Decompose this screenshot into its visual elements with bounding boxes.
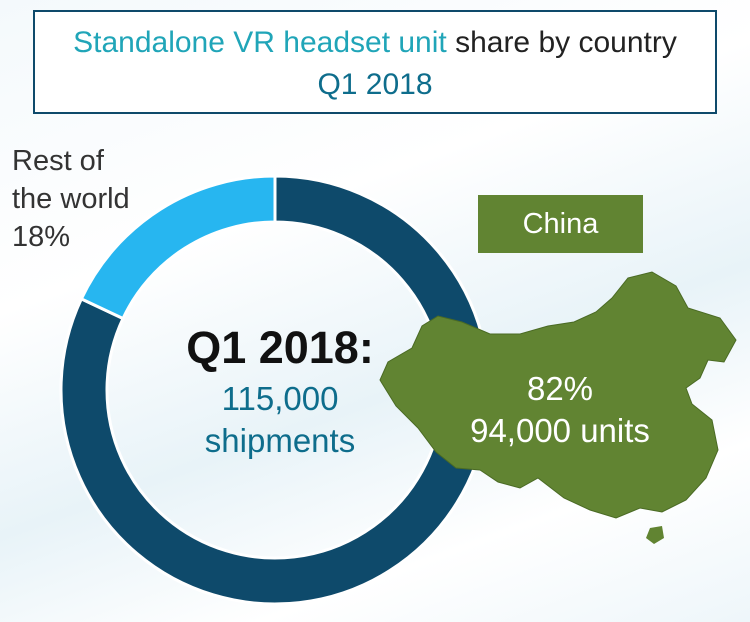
hainan-island-icon <box>646 526 664 544</box>
rest-label-line2: the world <box>12 183 130 215</box>
center-unit: shipments <box>204 422 356 459</box>
center-total: 115,000 <box>221 380 339 417</box>
china-map-icon <box>379 271 737 519</box>
china-units-label: 94,000 units <box>470 412 650 449</box>
title-box: Standalone VR headset unit share by coun… <box>33 10 717 114</box>
china-badge: China <box>478 195 643 253</box>
rest-label-line1: Rest of <box>12 145 104 177</box>
center-subtitle: 115,000 shipments <box>150 378 410 462</box>
donut-slice-rest-of-the-world <box>79 174 277 321</box>
rest-label-percent: 18% <box>12 221 71 253</box>
center-title: Q1 2018: <box>186 322 374 373</box>
chart-period: Q1 2018 <box>317 68 433 101</box>
chart-title-rest: share by country <box>446 26 677 59</box>
chart-title: Standalone VR headset unit share by coun… <box>35 26 715 60</box>
china-slice-label: 82% 94,000 units <box>440 368 680 452</box>
chart-title-highlight: Standalone VR headset unit <box>73 26 447 59</box>
china-percent-label: 82% <box>526 370 594 407</box>
rest-of-world-label: Rest of the world 18% <box>12 142 130 256</box>
